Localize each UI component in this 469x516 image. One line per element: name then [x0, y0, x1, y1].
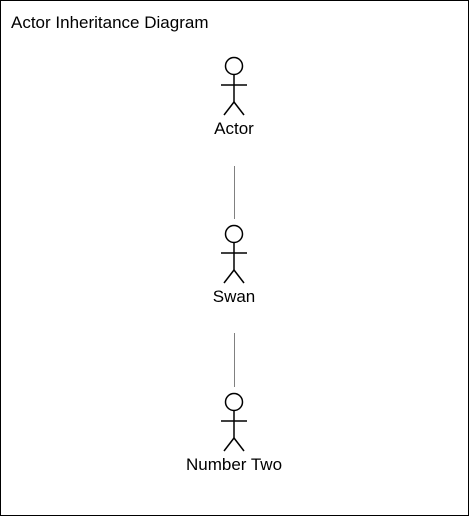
actor-label-number-two: Number Two [185, 455, 283, 474]
actor-figure-actor[interactable] [221, 56, 247, 116]
actor-figure-number-two[interactable] [221, 392, 247, 452]
actor-figure-swan[interactable] [221, 224, 247, 284]
diagram-title: Actor Inheritance Diagram [11, 13, 209, 32]
actor-label-swan: Swan [212, 287, 256, 306]
actor-label-actor: Actor [214, 119, 254, 138]
